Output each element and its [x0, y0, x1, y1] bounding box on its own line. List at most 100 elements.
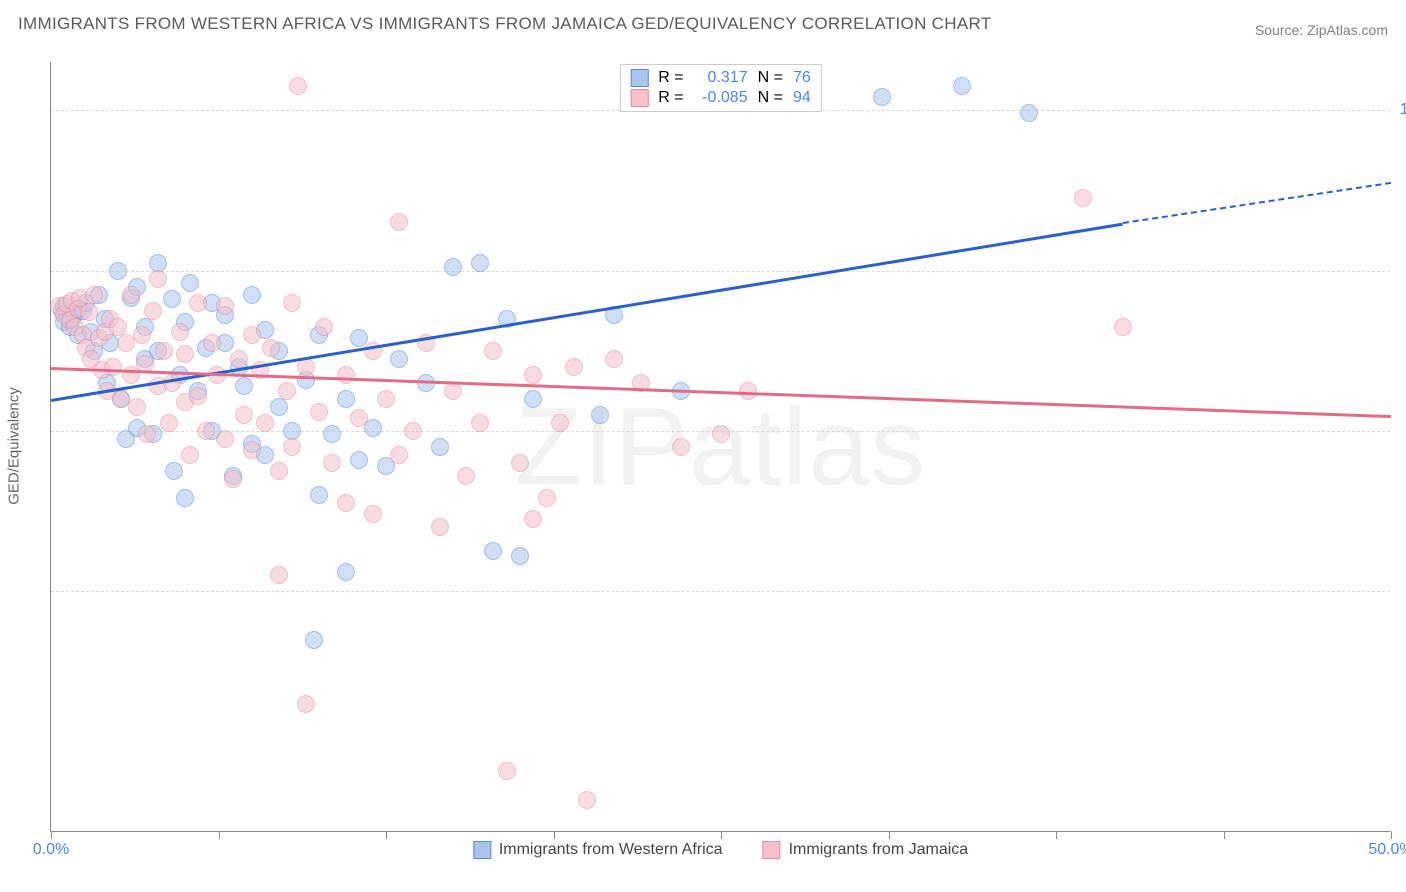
data-point: [524, 510, 542, 528]
plot-area: ZIPatlas 70.0%80.0%90.0%100.0%0.0%50.0% …: [50, 62, 1390, 832]
data-point: [444, 258, 462, 276]
data-point: [565, 358, 583, 376]
data-point: [235, 377, 253, 395]
data-point: [873, 88, 891, 106]
data-point: [524, 366, 542, 384]
data-point: [163, 290, 181, 308]
x-tick: [721, 831, 722, 839]
data-point: [364, 505, 382, 523]
x-tick: [1224, 831, 1225, 839]
data-point: [350, 409, 368, 427]
legend-row-series1: R = 0.317 N = 76: [630, 69, 810, 87]
data-point: [270, 462, 288, 480]
x-tick: [554, 831, 555, 839]
data-point: [138, 425, 156, 443]
data-point: [712, 425, 730, 443]
data-point: [243, 286, 261, 304]
n-label: N =: [758, 89, 783, 107]
data-point: [310, 403, 328, 421]
data-point: [85, 286, 103, 304]
n-label: N =: [758, 69, 783, 87]
source-label: Source: ZipAtlas.com: [1255, 22, 1388, 38]
data-point: [1020, 104, 1038, 122]
data-point: [216, 430, 234, 448]
r-value: 0.317: [694, 69, 748, 87]
data-point: [176, 345, 194, 363]
data-point: [104, 358, 122, 376]
data-point: [551, 414, 569, 432]
x-tick-label: 50.0%: [1368, 841, 1406, 859]
gridline: [51, 591, 1390, 592]
data-point: [350, 451, 368, 469]
data-point: [431, 518, 449, 536]
data-point: [176, 489, 194, 507]
y-tick-label: 100.0%: [1400, 101, 1406, 119]
trend-line: [1123, 182, 1391, 224]
data-point: [283, 438, 301, 456]
data-point: [337, 366, 355, 384]
data-point: [605, 350, 623, 368]
data-point: [133, 326, 151, 344]
data-point: [270, 566, 288, 584]
data-point: [524, 390, 542, 408]
x-tick: [889, 831, 890, 839]
data-point: [337, 390, 355, 408]
swatch-icon: [763, 841, 781, 859]
data-point: [243, 326, 261, 344]
data-point: [283, 294, 301, 312]
series-name: Immigrants from Western Africa: [499, 841, 723, 859]
data-point: [457, 467, 475, 485]
data-point: [197, 422, 215, 440]
data-point: [155, 342, 173, 360]
chart-title: IMMIGRANTS FROM WESTERN AFRICA VS IMMIGR…: [18, 14, 991, 34]
series-name: Immigrants from Jamaica: [789, 841, 969, 859]
n-value: 76: [793, 69, 811, 87]
data-point: [165, 462, 183, 480]
data-point: [337, 563, 355, 581]
data-point: [109, 262, 127, 280]
swatch-icon: [473, 841, 491, 859]
data-point: [511, 547, 529, 565]
x-tick: [386, 831, 387, 839]
data-point: [297, 695, 315, 713]
data-point: [1114, 318, 1132, 336]
data-point: [181, 446, 199, 464]
data-point: [216, 297, 234, 315]
legend-row-series2: R = -0.085 N = 94: [630, 89, 810, 107]
data-point: [323, 425, 341, 443]
data-point: [498, 762, 516, 780]
data-point: [189, 294, 207, 312]
data-point: [337, 494, 355, 512]
swatch-icon: [630, 89, 648, 107]
data-point: [538, 489, 556, 507]
x-tick: [1056, 831, 1057, 839]
data-point: [171, 323, 189, 341]
data-point: [181, 274, 199, 292]
data-point: [310, 486, 328, 504]
legend-item-series1: Immigrants from Western Africa: [473, 841, 723, 859]
x-tick: [51, 831, 52, 839]
r-label: R =: [658, 69, 683, 87]
x-tick: [219, 831, 220, 839]
data-point: [230, 350, 248, 368]
data-point: [390, 350, 408, 368]
data-point: [511, 454, 529, 472]
data-point: [278, 382, 296, 400]
data-point: [578, 791, 596, 809]
legend-item-series2: Immigrants from Jamaica: [763, 841, 969, 859]
r-value: -0.085: [694, 89, 748, 107]
data-point: [315, 318, 333, 336]
data-point: [953, 77, 971, 95]
data-point: [377, 390, 395, 408]
data-point: [122, 286, 140, 304]
data-point: [235, 406, 253, 424]
x-tick: [1391, 831, 1392, 839]
data-point: [128, 398, 146, 416]
watermark: ZIPatlas: [515, 383, 926, 510]
x-tick-label: 0.0%: [33, 841, 69, 859]
data-point: [149, 270, 167, 288]
data-point: [189, 387, 207, 405]
data-point: [224, 470, 242, 488]
data-point: [471, 414, 489, 432]
data-point: [444, 382, 462, 400]
